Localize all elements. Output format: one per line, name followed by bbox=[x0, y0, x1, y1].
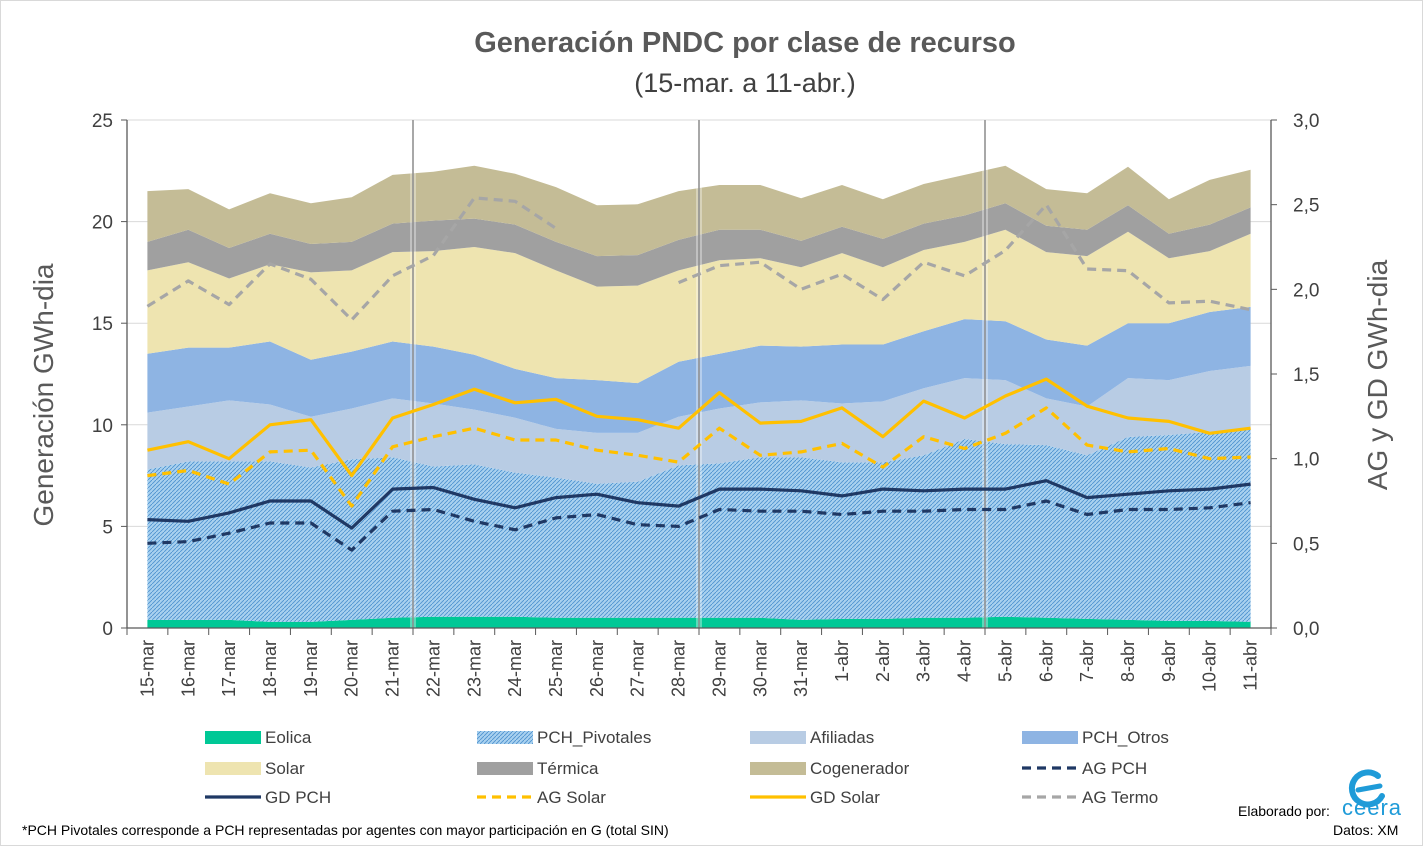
y2-tick-label: 3,0 bbox=[1293, 111, 1319, 132]
legend-item-ag-pch: AG PCH bbox=[1022, 759, 1147, 778]
line-gd-solar bbox=[147, 377, 1251, 478]
legend: Eolica PCH_Pivotales Afiliadas PCH_Otros Sol… bbox=[205, 728, 1169, 807]
legend-label: AG Termo bbox=[1082, 788, 1158, 807]
x-tick-label: 28-mar bbox=[669, 640, 689, 697]
x-tick-label: 24-mar bbox=[505, 640, 525, 697]
y-tick-label: 15 bbox=[92, 314, 113, 335]
legend-swatch bbox=[750, 731, 806, 744]
x-tick-label: 7-abr bbox=[1077, 640, 1097, 682]
legend-item-solar: Solar bbox=[205, 759, 305, 778]
legend-label: Afiliadas bbox=[810, 728, 874, 747]
x-tick-label: 5-abr bbox=[995, 640, 1015, 682]
line-ag-solar bbox=[147, 406, 1251, 508]
y2-axis-label: AG y GD GWh-dia bbox=[1362, 259, 1393, 490]
legend-item-gd-solar: GD Solar bbox=[750, 788, 880, 807]
x-tick-label: 11-abr bbox=[1241, 640, 1261, 691]
y-tick-label: 0 bbox=[102, 619, 113, 640]
legend-label: Solar bbox=[265, 759, 305, 778]
ceera-logo-icon bbox=[1348, 769, 1385, 808]
x-tick-label: 17-mar bbox=[219, 640, 239, 697]
x-tick-label: 25-mar bbox=[546, 640, 566, 697]
line-series bbox=[146, 196, 1251, 552]
x-tick-label: 20-mar bbox=[342, 640, 362, 697]
x-tick-label: 31-mar bbox=[791, 640, 811, 697]
y2-tick-label: 0,0 bbox=[1293, 619, 1319, 640]
y2-tick-label: 2,0 bbox=[1293, 280, 1319, 301]
legend-swatch bbox=[205, 731, 261, 744]
x-tick-label: 16-mar bbox=[178, 640, 198, 697]
y-axis-label: Generación GWh-dia bbox=[28, 263, 59, 526]
legend-item-ag-termo: AG Termo bbox=[1022, 788, 1158, 807]
x-tick-label: 10-abr bbox=[1200, 640, 1220, 692]
y-tick-label: 20 bbox=[92, 213, 113, 234]
x-tick-label: 3-abr bbox=[914, 640, 934, 682]
x-tick-label: 22-mar bbox=[423, 640, 443, 697]
legend-swatch bbox=[1022, 731, 1078, 744]
legend-label: AG PCH bbox=[1082, 759, 1147, 778]
legend-item-termica: Térmica bbox=[477, 759, 599, 778]
x-tick-label: 1-abr bbox=[832, 640, 852, 682]
x-tick-label: 8-abr bbox=[1118, 640, 1138, 682]
y2-tick-label: 1,5 bbox=[1293, 365, 1319, 386]
right-axis-ticks: 0,0 0,5 1,0 1,5 2,0 2,5 3,0 bbox=[1271, 111, 1319, 640]
line-ag-termo bbox=[146, 196, 1251, 322]
legend-label: AG Solar bbox=[537, 788, 606, 807]
legend-item-pch-pivotales: PCH_Pivotales bbox=[477, 728, 651, 747]
x-tick-label: 21-mar bbox=[383, 640, 403, 697]
y-tick-label: 10 bbox=[92, 416, 113, 437]
legend-label: PCH_Pivotales bbox=[537, 728, 651, 747]
legend-item-pch-otros: PCH_Otros bbox=[1022, 728, 1169, 747]
x-tick-label: 4-abr bbox=[955, 640, 975, 682]
y-tick-label: 25 bbox=[92, 111, 113, 132]
chart-title: Generación PNDC por clase de recurso bbox=[474, 27, 1016, 59]
left-axis-ticks: 0 5 10 15 20 25 bbox=[92, 111, 127, 640]
y2-tick-label: 2,5 bbox=[1293, 196, 1319, 217]
x-tick-label: 2-abr bbox=[873, 640, 893, 682]
legend-label: Térmica bbox=[537, 759, 599, 778]
x-axis-ticks: 15-mar 16-mar 17-mar 18-mar 19-mar 20-mar 21-m… bbox=[137, 640, 1260, 697]
legend-item-gd-pch: GD PCH bbox=[205, 788, 331, 807]
credit-elaborado: Elaborado por: bbox=[1238, 803, 1330, 819]
x-tick-label: 9-abr bbox=[1159, 640, 1179, 682]
week-separators bbox=[410, 120, 988, 628]
credit-datos: Datos: XM bbox=[1333, 822, 1399, 838]
legend-label: GD Solar bbox=[810, 788, 880, 807]
x-tick-label: 18-mar bbox=[260, 640, 280, 697]
x-tick-label: 26-mar bbox=[587, 640, 607, 697]
footnote: *PCH Pivotales corresponde a PCH represe… bbox=[22, 822, 669, 838]
legend-item-cogenerador: Cogenerador bbox=[750, 759, 910, 778]
credit-brand: ceera bbox=[1342, 795, 1403, 820]
x-tick-label: 23-mar bbox=[464, 640, 484, 697]
y2-tick-label: 0,5 bbox=[1293, 534, 1319, 555]
legend-label: Eolica bbox=[265, 728, 312, 747]
line-gd-pch bbox=[147, 479, 1251, 530]
x-tick-label: 6-abr bbox=[1036, 640, 1056, 682]
x-tick-label: 30-mar bbox=[750, 640, 770, 697]
chart-subtitle: (15-mar. a 11-abr.) bbox=[634, 68, 856, 98]
legend-swatch bbox=[205, 762, 261, 775]
x-tick-label: 15-mar bbox=[137, 640, 157, 697]
y-tick-label: 5 bbox=[102, 517, 113, 538]
legend-item-afiliadas: Afiliadas bbox=[750, 728, 874, 747]
x-tick-label: 19-mar bbox=[301, 640, 321, 697]
legend-item-eolica: Eolica bbox=[205, 728, 312, 747]
x-tick-label: 29-mar bbox=[709, 640, 729, 697]
legend-label: Cogenerador bbox=[810, 759, 910, 778]
legend-item-ag-solar: AG Solar bbox=[477, 788, 606, 807]
y2-tick-label: 1,0 bbox=[1293, 450, 1319, 471]
legend-swatch bbox=[477, 731, 533, 744]
legend-label: PCH_Otros bbox=[1082, 728, 1169, 747]
x-tick-label: 27-mar bbox=[628, 640, 648, 697]
legend-swatch bbox=[750, 762, 806, 775]
legend-label: GD PCH bbox=[265, 788, 331, 807]
legend-swatch bbox=[477, 762, 533, 775]
